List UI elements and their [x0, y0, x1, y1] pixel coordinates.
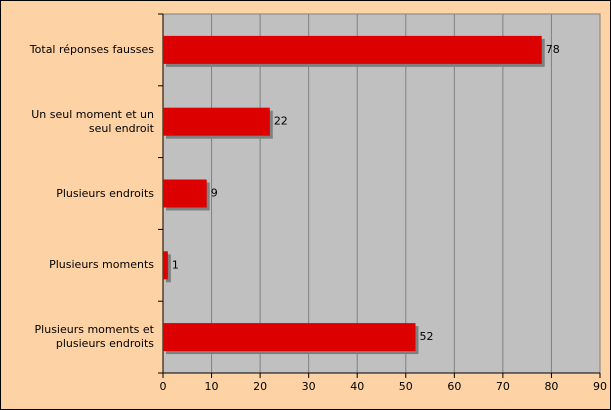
- x-tick-label: 50: [399, 380, 413, 393]
- plot-area: [162, 13, 601, 374]
- value-label: 9: [211, 187, 218, 200]
- x-tick-label: 20: [253, 380, 267, 393]
- y-tick-label: Plusieurs moments: [49, 258, 154, 272]
- x-tick-label: 80: [544, 380, 558, 393]
- value-label: 22: [274, 115, 288, 128]
- bar: [163, 35, 542, 64]
- value-label: 52: [419, 330, 433, 343]
- bar-shadow: [166, 254, 171, 283]
- x-tick-label: 10: [205, 380, 219, 393]
- x-tick-label: 60: [447, 380, 461, 393]
- bar: [163, 179, 207, 208]
- x-tick-label: 0: [160, 380, 167, 393]
- bar: [163, 251, 168, 280]
- x-tick-label: 70: [496, 380, 510, 393]
- y-tick-label: Plusieurs endroits: [56, 186, 154, 200]
- y-tick-label: Un seul moment et un seul endroit: [31, 107, 154, 135]
- x-tick-label: 40: [350, 380, 364, 393]
- bar: [163, 107, 270, 136]
- x-tick-label: 90: [593, 380, 607, 393]
- y-tick-label: Total réponses fausses: [29, 42, 154, 56]
- bar: [163, 323, 416, 352]
- value-label: 1: [172, 258, 179, 271]
- x-tick-label: 30: [302, 380, 316, 393]
- value-label: 78: [546, 43, 560, 56]
- y-tick-label: Plusieurs moments et plusieurs endroits: [34, 323, 154, 351]
